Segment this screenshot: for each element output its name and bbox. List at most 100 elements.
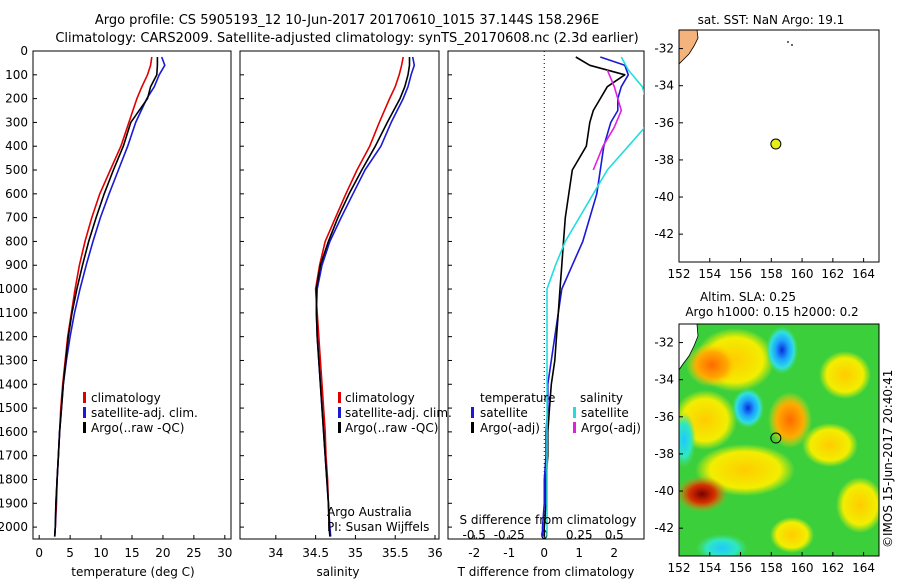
sst-map-panel: sat. SST: NaN Argo: 19.1 152 154 156 158 160… (654, 13, 880, 281)
map-x-tick-label: 162 (821, 561, 844, 575)
series-line-argo-raw-qc- (315, 57, 411, 537)
legend-label-sal-satellite: satellite (581, 406, 629, 420)
x-tick-label: 36 (427, 546, 442, 560)
salinity-x-axis: 34 34.5 35 35.5 36 (268, 535, 443, 560)
sla-anomaly-low (679, 412, 696, 468)
sla-map-panel: Altim. SLA: 0.25 Argo h1000: 0.15 h2000:… (654, 290, 880, 575)
top-tick-label: 0.5 (605, 528, 624, 542)
map-x-tick-label: 156 (729, 267, 752, 281)
map-x-tick-label: 158 (760, 267, 783, 281)
legend-swatch-temp-argo (471, 422, 474, 433)
depth-tick-label: 1700 (0, 449, 28, 463)
sst-map-frame (678, 29, 880, 263)
series-line-salinity-satellite (546, 56, 644, 537)
difference-depth-ticks (448, 50, 452, 528)
legend-label-satellite: satellite-adj. clim. (345, 406, 452, 420)
argo-float-marker (770, 138, 782, 150)
s-difference-label: S difference from climatology (460, 513, 637, 527)
difference-axes-frame (447, 50, 645, 540)
sst-islet (787, 41, 789, 43)
top-tick-label: -0.5 (463, 528, 486, 542)
map-x-tick-label: 154 (698, 267, 721, 281)
difference-panel: -2 -1 0 1 2 -0.5 -0.25 0 0.25 0.5 S difference f… (447, 50, 645, 579)
sst-map-title: sat. SST: NaN Argo: 19.1 (698, 13, 845, 27)
salinity-axes-frame (239, 50, 440, 540)
legend-swatch-satellite (83, 407, 86, 418)
legend-swatch-argo (83, 422, 86, 433)
sla-land (679, 324, 699, 371)
temperature-x-axis: 0 5 10 15 20 25 30 (35, 535, 232, 560)
x-tick-label: 35.5 (382, 546, 409, 560)
sla-map-axes: 152 154 156 158 160 162 164 -32 -34 -36 -38 -40 -42 (654, 336, 875, 575)
salinity-legend: climatology satellite-adj. clim. Argo(..… (338, 391, 452, 435)
legend-swatch-argo (338, 422, 341, 433)
x-tick-label: 15 (124, 546, 139, 560)
series-line-salinity-argo-adj (592, 69, 623, 171)
map-y-tick-label: -40 (654, 484, 674, 498)
depth-tick-label: 500 (5, 163, 28, 177)
temperature-axes-frame (32, 50, 232, 540)
depth-tick-label: 1400 (0, 377, 28, 391)
map-y-tick-label: -42 (654, 521, 674, 535)
depth-tick-label: 1800 (0, 472, 28, 486)
map-x-tick-label: 156 (729, 561, 752, 575)
sla-anomaly-low (696, 534, 748, 556)
legend-salinity-heading: salinity (580, 391, 623, 405)
legend-label-climatology: climatology (345, 391, 415, 405)
temperature-legend: climatology satellite-adj. clim. Argo(..… (83, 391, 198, 435)
x-tick-label: 2 (610, 546, 618, 560)
temperature-profiles (53, 56, 166, 537)
x-tick-label: -2 (468, 546, 480, 560)
x-tick-label: 20 (155, 546, 170, 560)
sst-map-axes: 152 154 156 158 160 162 164 -32 -34 -36 -38 -40 -42 (654, 42, 875, 281)
map-x-tick-label: 152 (668, 561, 691, 575)
legend-swatch-climatology (83, 392, 86, 403)
salinity-depth-ticks (240, 50, 244, 528)
series-line-satellite-adj-clim- (53, 56, 166, 537)
argo-note-line-2: PI: Susan Wijffels (327, 520, 429, 534)
depth-tick-label: 200 (5, 92, 28, 106)
legend-swatch-sal-argo (573, 422, 576, 433)
sla-anomaly-high (819, 351, 871, 399)
salinity-axis-label: salinity (316, 565, 359, 579)
depth-tick-label: 1500 (0, 401, 28, 415)
sla-anomaly-low (766, 326, 798, 374)
legend-label-argo: Argo(..raw -QC) (345, 421, 438, 435)
argo-note-line-1: Argo Australia (327, 505, 412, 519)
legend-label-argo: Argo(..raw -QC) (91, 421, 184, 435)
sla-map-title: Altim. SLA: 0.25 (700, 290, 796, 304)
sst-islet (791, 44, 793, 46)
legend-label-temp-satellite: satellite (480, 406, 528, 420)
depth-tick-label: 800 (5, 234, 28, 248)
x-tick-label: 10 (93, 546, 108, 560)
sla-anomaly-low (732, 388, 764, 428)
map-y-tick-label: -42 (654, 227, 674, 241)
sla-map-frame (678, 323, 880, 557)
depth-tick-label: 1300 (0, 353, 28, 367)
top-tick-label: 0.25 (566, 528, 593, 542)
difference-x-axis: -2 -1 0 1 2 (468, 535, 618, 560)
depth-tick-label: 1200 (0, 330, 28, 344)
x-tick-label: 34.5 (302, 546, 329, 560)
map-x-tick-label: 164 (852, 561, 875, 575)
depth-tick-label: 1100 (0, 306, 28, 320)
x-tick-label: 34 (268, 546, 283, 560)
map-y-tick-label: -36 (654, 116, 674, 130)
map-y-tick-label: -36 (654, 410, 674, 424)
top-tick-label: -0.25 (494, 528, 525, 542)
x-tick-label: 1 (575, 546, 583, 560)
header-line-2: Climatology: CARS2009. Satellite-adjuste… (55, 31, 638, 46)
sla-field (679, 324, 879, 556)
map-y-tick-label: -34 (654, 373, 674, 387)
depth-tick-label: 400 (5, 139, 28, 153)
t-difference-label: T difference from climatology (457, 565, 635, 579)
series-line-temperature-satellite (541, 56, 630, 537)
map-y-tick-label: -34 (654, 79, 674, 93)
sla-anomaly-high (836, 477, 879, 533)
map-y-tick-label: -32 (654, 336, 674, 350)
salinity-profiles (314, 56, 416, 537)
depth-tick-label: 1600 (0, 425, 28, 439)
series-line-satellite-adj-clim- (315, 56, 416, 537)
depth-tick-label: 700 (5, 211, 28, 225)
series-line-climatology (53, 56, 153, 537)
